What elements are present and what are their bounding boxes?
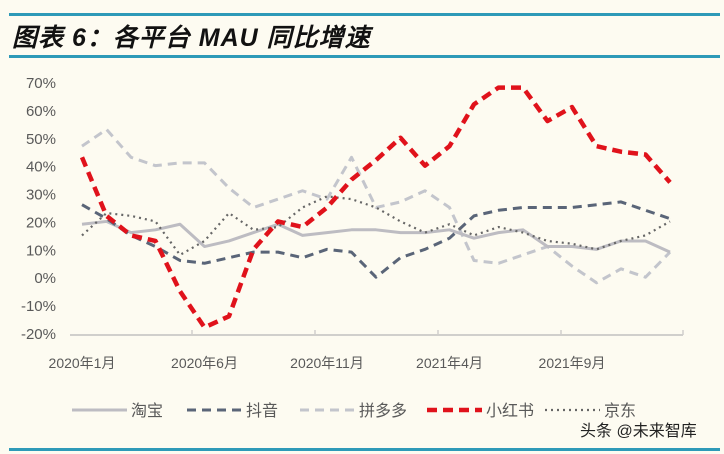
y-tick-label: 70% xyxy=(26,75,56,92)
x-tick-label: 2020年1月 xyxy=(49,355,116,371)
series-2 xyxy=(81,127,672,285)
legend-label: 京东 xyxy=(604,402,636,420)
y-tick-label: -10% xyxy=(21,298,56,315)
legend-label: 抖音 xyxy=(246,402,278,420)
y-tick-label: 0% xyxy=(34,270,56,287)
series-line xyxy=(81,219,671,254)
series-line xyxy=(81,200,671,279)
legend-item: 抖音 xyxy=(187,402,278,420)
legend-label: 小红书 xyxy=(486,402,534,420)
legend-item: 京东 xyxy=(545,402,636,420)
watermark: 头条 @未来智库 xyxy=(580,423,697,440)
y-tick-label: 10% xyxy=(26,242,56,259)
series-4 xyxy=(81,195,671,257)
y-tick-label: 60% xyxy=(26,103,56,120)
legend-item: 淘宝 xyxy=(72,402,163,420)
series-line xyxy=(81,127,672,285)
title-top-rule xyxy=(9,13,720,16)
x-tick-label: 2021年4月 xyxy=(416,355,483,371)
y-tick-label: 50% xyxy=(26,131,56,148)
legend-item: 拼多多 xyxy=(300,402,407,420)
series-3 xyxy=(79,85,672,330)
y-tick-label: 30% xyxy=(26,187,56,204)
series-0 xyxy=(81,219,671,254)
y-tick-label: 20% xyxy=(26,214,56,231)
y-tick-label: -20% xyxy=(21,326,56,343)
title-bottom-rule xyxy=(9,55,720,58)
x-tick-label: 2021年9月 xyxy=(539,355,606,371)
legend-label: 淘宝 xyxy=(131,402,163,420)
x-tick-label: 2020年6月 xyxy=(171,355,238,371)
x-tick-label: 2020年11月 xyxy=(290,355,364,371)
bottom-rule xyxy=(9,448,720,451)
y-tick-label: 40% xyxy=(26,159,56,176)
legend-item: 小红书 xyxy=(427,402,534,420)
chart-title: 图表 6：各平台 MAU 同比增速 xyxy=(12,24,371,52)
legend-label: 拼多多 xyxy=(359,402,407,420)
